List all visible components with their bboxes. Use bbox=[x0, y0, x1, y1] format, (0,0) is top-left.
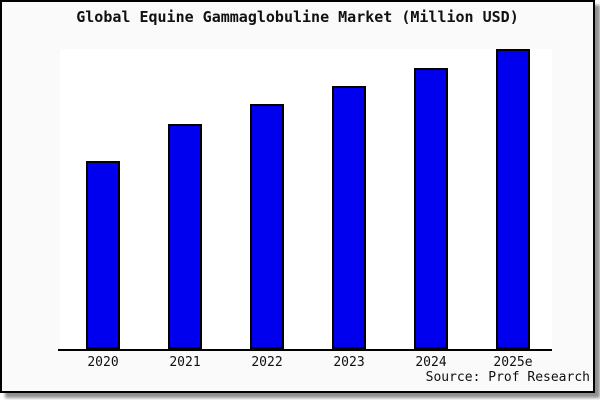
bar-2021 bbox=[168, 124, 202, 349]
chart-card: Global Equine Gammaglobuline Market (Mil… bbox=[0, 0, 595, 393]
bar-2020 bbox=[86, 161, 120, 349]
x-tick-label-2021: 2021 bbox=[169, 355, 201, 370]
x-axis-line bbox=[58, 349, 552, 351]
x-tick-label-2025e: 2025e bbox=[493, 355, 533, 370]
x-tick-label-2024: 2024 bbox=[415, 355, 447, 370]
x-tick-label-2023: 2023 bbox=[333, 355, 365, 370]
plot-area bbox=[60, 49, 552, 349]
x-tick-label-2020: 2020 bbox=[87, 355, 119, 370]
bar-2023 bbox=[332, 86, 366, 349]
bar-2024 bbox=[414, 68, 448, 349]
x-tick-label-2022: 2022 bbox=[251, 355, 283, 370]
chart-title: Global Equine Gammaglobuline Market (Mil… bbox=[76, 8, 519, 26]
source-note: Source: Prof Research bbox=[425, 370, 590, 385]
bar-2025e bbox=[496, 49, 530, 349]
bar-2022 bbox=[250, 104, 284, 349]
